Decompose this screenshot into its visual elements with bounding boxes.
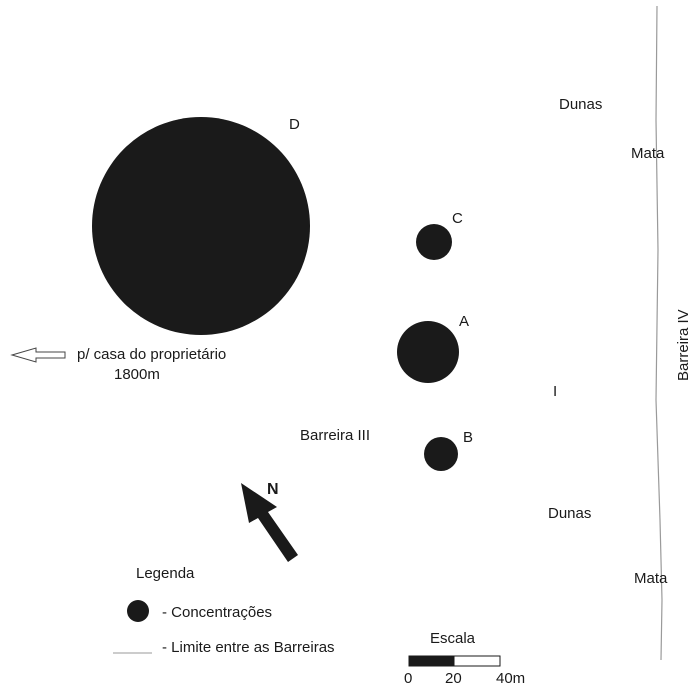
concentration-d — [92, 117, 310, 335]
direction-distance: 1800m — [114, 366, 160, 383]
barreira-iv-label: Barreira IV — [675, 309, 692, 381]
scale-tick-0: 0 — [404, 670, 412, 685]
north-arrow-icon — [241, 483, 298, 562]
direction-text: p/ casa do proprietário — [77, 346, 226, 363]
legend-boundary-label: - Limite entre as Barreiras — [162, 639, 335, 656]
barreira-iii-label: Barreira III — [300, 427, 370, 444]
scale-bar-white — [453, 655, 501, 667]
marker-i-label: I — [553, 383, 557, 400]
barrier-boundary-line — [655, 5, 663, 661]
concentration-d-label: D — [289, 116, 300, 133]
direction-arrow-icon — [10, 347, 66, 363]
concentration-b-label: B — [463, 429, 473, 446]
scale-title: Escala — [430, 630, 476, 647]
scale-tick-20: 20 — [445, 670, 462, 685]
dunas-top-label: Dunas — [559, 96, 602, 113]
concentration-a-label: A — [459, 313, 469, 330]
legend-title: Legenda — [136, 565, 195, 582]
scale-tick-40: 40m — [496, 670, 525, 685]
concentration-c-label: C — [452, 210, 463, 227]
north-label: N — [267, 481, 279, 498]
concentration-c — [416, 224, 452, 260]
mata-top-label: Mata — [631, 145, 665, 162]
concentration-a — [397, 321, 459, 383]
scale-bar-black — [408, 655, 455, 667]
mata-bottom-label: Mata — [634, 570, 668, 587]
dunas-bottom-label: Dunas — [548, 505, 591, 522]
legend-concentration-symbol — [127, 600, 149, 622]
concentration-b — [424, 437, 458, 471]
legend-concentration-label: - Concentrações — [162, 604, 272, 621]
